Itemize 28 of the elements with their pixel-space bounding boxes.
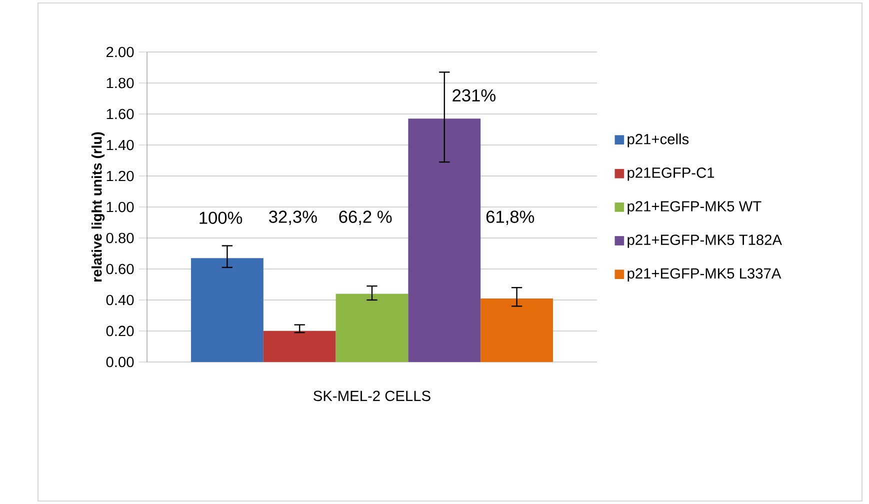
legend-label: p21+EGFP-MK5 L337A <box>628 268 782 282</box>
y-tick-label: 0.00 <box>106 356 134 368</box>
y-tick-label: 1.80 <box>106 78 134 88</box>
y-tick-label: 1.20 <box>106 170 134 182</box>
bar <box>263 330 336 362</box>
legend-label: p21+cells <box>628 134 689 148</box>
bar <box>191 258 264 362</box>
y-tick-label: 0.40 <box>106 294 134 306</box>
y-tick-label: 0.20 <box>106 326 134 336</box>
bar <box>408 118 481 362</box>
bar <box>336 294 408 362</box>
legend-label: p21EGFP-C1 <box>628 168 714 181</box>
annotation: 61,8% <box>486 210 534 225</box>
x-tick-label: SK-MEL-2 CELLS <box>314 390 430 402</box>
annotation: 66,2 % <box>339 210 392 225</box>
bar <box>480 298 553 362</box>
legend-label: p21+EGFP-MK5 WT <box>628 201 762 214</box>
y-tick-label: 0.80 <box>106 232 134 244</box>
legend-label: p21+EGFP-MK5 T182A <box>628 234 782 248</box>
y-tick-label: 1.60 <box>106 108 134 120</box>
annotation: 231% <box>452 89 496 102</box>
y-tick-label: 0.60 <box>106 264 134 274</box>
y-axis-title: relative light units (rlu) <box>91 132 105 282</box>
annotation: 32,3% <box>269 210 317 225</box>
y-tick-label: 1.00 <box>106 202 134 212</box>
annotation: 100% <box>200 212 242 224</box>
y-tick-label: 1.40 <box>106 140 134 150</box>
y-tick-label: 2.00 <box>106 46 134 58</box>
